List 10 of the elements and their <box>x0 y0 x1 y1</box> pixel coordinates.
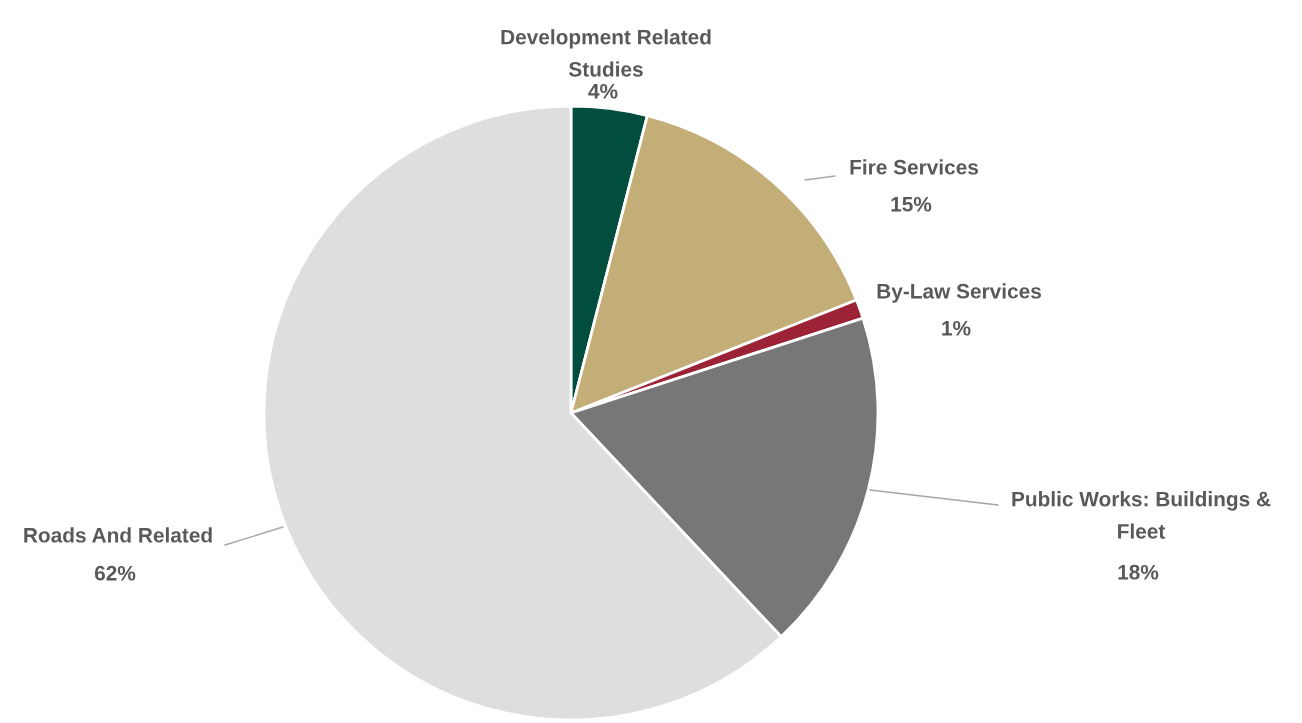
slice-label: Roads And Related <box>24 527 212 543</box>
data-label: 15% <box>891 196 932 212</box>
slice-label: Development Related Studies <box>501 29 711 77</box>
data-label: 18% <box>1118 564 1159 580</box>
slice-label: Fire Services <box>850 159 979 175</box>
data-label: 1% <box>942 320 971 336</box>
data-label: 62% <box>94 565 136 581</box>
slice-label: By-Law Services <box>877 283 1041 303</box>
data-label: 4% <box>588 83 618 99</box>
slice-label: Public Works: Buildings & Fleet <box>1012 491 1271 539</box>
